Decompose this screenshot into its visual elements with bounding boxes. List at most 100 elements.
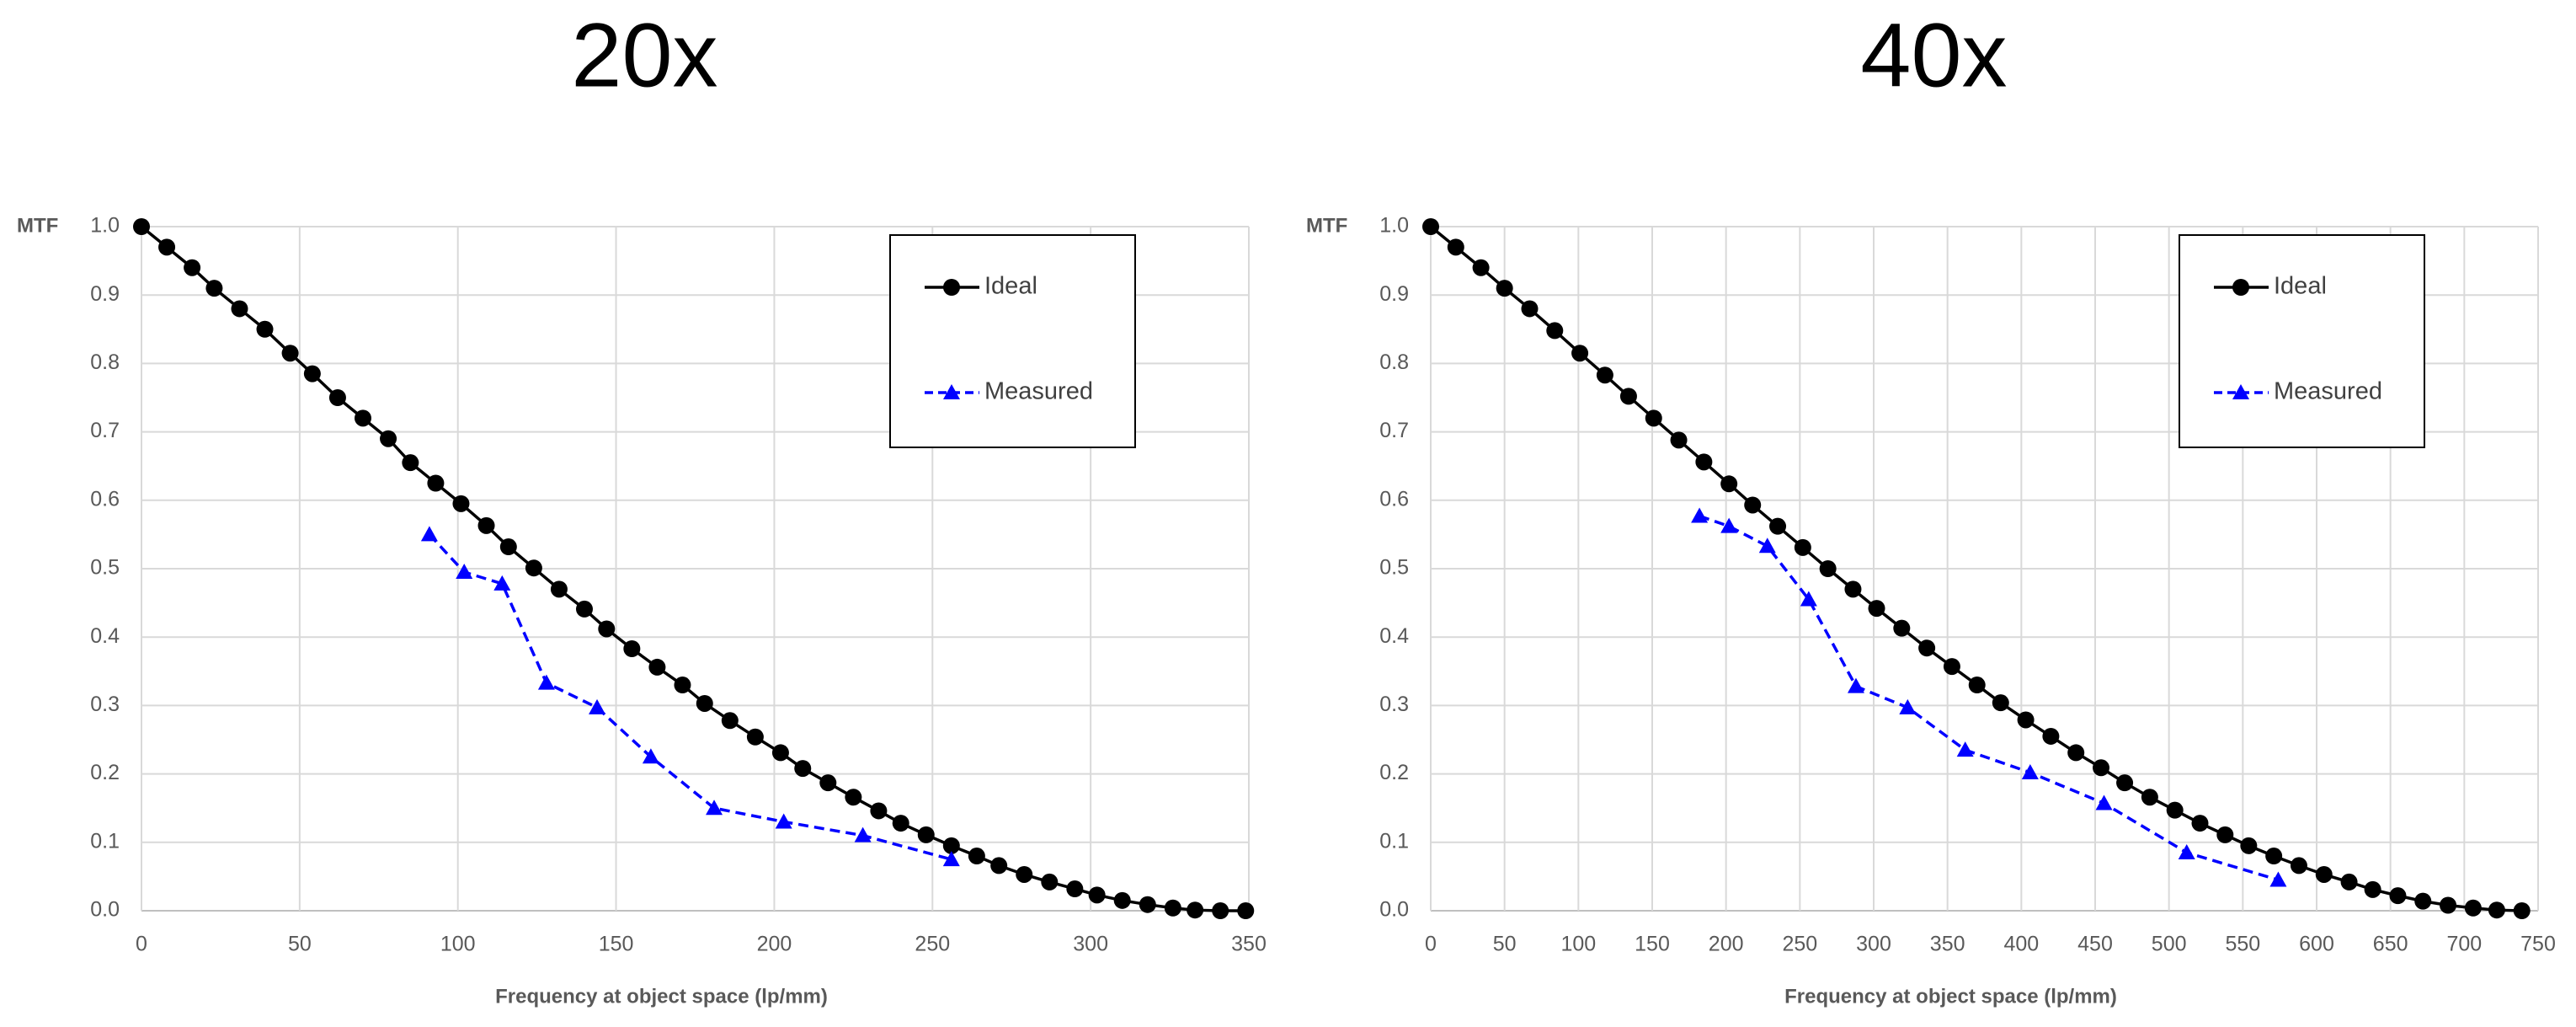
marker: [2513, 902, 2531, 919]
marker: [2269, 871, 2287, 887]
marker: [1720, 475, 1738, 493]
marker: [1088, 886, 1106, 904]
marker: [942, 851, 960, 867]
marker: [1956, 741, 1974, 757]
marker: [2232, 279, 2249, 296]
y-tick-label: 0.6: [1379, 487, 1409, 511]
marker: [854, 826, 872, 842]
marker: [1758, 538, 1776, 554]
marker: [2440, 896, 2457, 914]
marker: [623, 640, 641, 658]
legend-label: Ideal: [984, 273, 1037, 300]
marker: [2191, 815, 2209, 832]
marker: [696, 694, 713, 712]
y-tick-label: 0.8: [1379, 350, 1409, 374]
legend-label: Ideal: [2274, 273, 2327, 300]
marker: [1800, 591, 1817, 607]
marker: [2488, 901, 2505, 919]
x-tick-label: 0: [1425, 933, 1437, 956]
y-tick-label: 0.8: [90, 350, 120, 374]
marker: [380, 430, 397, 447]
marker: [1769, 517, 1787, 535]
marker: [499, 538, 517, 556]
marker: [1016, 865, 1033, 883]
marker: [2166, 801, 2184, 819]
marker: [1943, 658, 1960, 676]
marker: [746, 728, 764, 746]
marker: [2067, 744, 2085, 762]
marker: [1691, 507, 1709, 523]
x-tick-label: 700: [2446, 933, 2482, 956]
y-axis-title: MTF: [17, 214, 58, 237]
x-tick-label: 600: [2299, 933, 2334, 956]
marker: [2340, 873, 2358, 891]
y-tick-label: 0.9: [90, 282, 120, 306]
marker: [2464, 899, 2482, 917]
marker: [1899, 698, 1917, 714]
marker: [2141, 789, 2158, 806]
x-axis-title: Frequency at object space (lp/mm): [1784, 985, 2117, 1008]
marker: [2265, 848, 2283, 865]
x-tick-label: 400: [2003, 933, 2039, 956]
x-tick-label: 50: [288, 933, 312, 956]
y-tick-label: 0.3: [90, 693, 120, 716]
marker: [1164, 899, 1181, 917]
marker: [1968, 677, 1986, 694]
marker: [2414, 892, 2432, 910]
marker: [1596, 366, 1613, 384]
marker: [525, 559, 542, 577]
marker: [892, 815, 909, 832]
marker: [1521, 300, 1539, 318]
x-tick-label: 350: [1231, 933, 1267, 956]
marker: [845, 789, 862, 806]
series-line: [428, 533, 952, 861]
chart-title: 20x: [571, 4, 717, 106]
y-tick-label: 1.0: [1379, 214, 1409, 238]
marker: [1212, 902, 1229, 919]
marker: [1744, 496, 1762, 514]
marker: [1918, 639, 1936, 657]
marker: [2178, 843, 2195, 859]
marker: [133, 218, 150, 235]
legend: Ideal Measured: [889, 234, 1136, 448]
marker: [2017, 711, 2035, 729]
marker: [775, 813, 792, 829]
x-tick-label: 250: [1782, 933, 1817, 956]
marker: [2389, 887, 2407, 905]
y-axis-title: MTF: [1306, 214, 1347, 237]
marker: [642, 748, 659, 764]
marker: [427, 474, 445, 492]
series-line: [140, 225, 1246, 912]
x-tick-label: 200: [757, 933, 792, 956]
x-tick-label: 250: [915, 933, 950, 956]
marker: [1187, 901, 1204, 919]
marker: [550, 580, 568, 598]
x-tick-label: 200: [1709, 933, 1744, 956]
marker: [2364, 880, 2381, 898]
marker: [2021, 763, 2039, 779]
legend: Ideal Measured: [2179, 234, 2425, 448]
y-tick-label: 0.9: [1379, 282, 1409, 306]
marker: [420, 526, 438, 542]
marker: [1422, 218, 1439, 235]
marker: [231, 300, 248, 318]
marker: [598, 620, 616, 638]
marker: [1670, 431, 1688, 449]
marker: [794, 760, 812, 778]
marker: [2095, 794, 2113, 810]
marker: [1695, 453, 1713, 471]
x-tick-label: 100: [1560, 933, 1596, 956]
x-tick-label: 300: [1073, 933, 1108, 956]
y-tick-label: 0.4: [1379, 624, 1409, 648]
x-tick-label: 150: [599, 933, 634, 956]
y-tick-label: 0.2: [1379, 761, 1409, 784]
marker: [1794, 538, 1811, 556]
marker: [1893, 619, 1911, 637]
marker: [1447, 238, 1464, 256]
marker: [943, 279, 960, 296]
marker: [205, 280, 223, 297]
y-tick-label: 0.0: [90, 898, 120, 922]
legend-label: Measured: [2274, 378, 2382, 405]
marker: [2232, 384, 2249, 399]
